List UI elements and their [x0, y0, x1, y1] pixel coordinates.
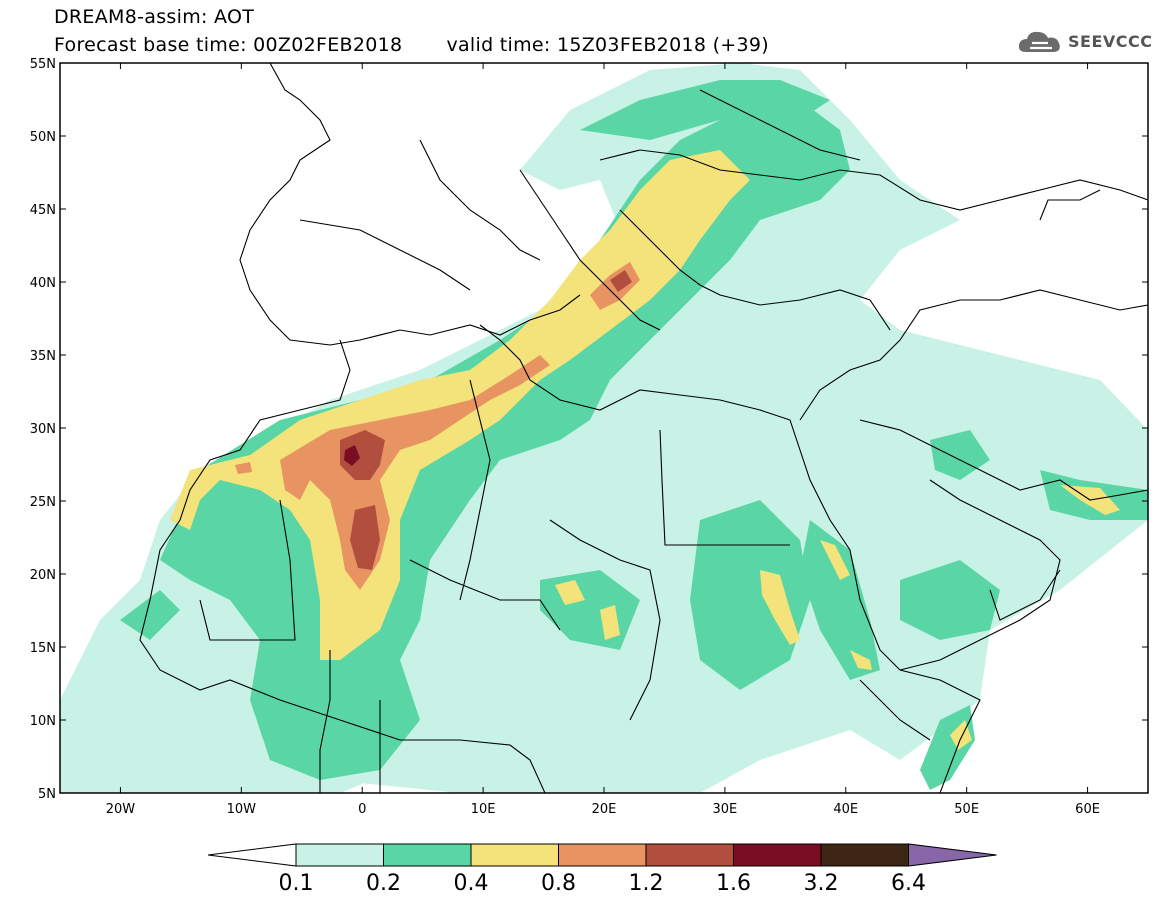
base-time: Forecast base time: 00Z02FEB2018	[54, 34, 403, 56]
colorbar-box	[295, 843, 384, 867]
latitude-axis: 55N 50N 45N 40N 35N 30N 25N 20N 15N 10N 5N	[30, 57, 1148, 802]
lat-tick-label: 25N	[30, 495, 56, 510]
time-info: Forecast base time: 00Z02FEB2018 valid ti…	[54, 34, 769, 56]
lon-tick-label: 10W	[227, 802, 257, 817]
lat-tick-label: 30N	[30, 422, 56, 437]
lon-tick-label: 50E	[954, 802, 979, 817]
lon-tick-label: 40E	[833, 802, 858, 817]
colorbar	[207, 843, 997, 867]
lat-tick-label: 5N	[38, 787, 56, 802]
lat-tick-label: 40N	[30, 276, 56, 291]
colorbar-label: 0.4	[453, 871, 489, 896]
colorbar-label: 1.2	[628, 871, 664, 896]
colorbar-label: 6.4	[891, 871, 926, 896]
colorbar-box	[558, 843, 647, 867]
logo-text: SEEVCCC	[1068, 31, 1153, 51]
seevccc-logo: SEEVCCC	[1016, 24, 1153, 58]
lat-tick-label: 35N	[30, 349, 56, 364]
colorbar-label: 0.8	[541, 871, 576, 896]
colorbar-box	[645, 843, 734, 867]
lat-tick-label: 15N	[30, 641, 56, 656]
lon-tick-label: 20W	[106, 802, 136, 817]
lat-tick-label: 55N	[30, 57, 56, 72]
lon-tick-label: 60E	[1075, 802, 1100, 817]
aot-level-0.1	[60, 63, 1148, 793]
colorbar-box	[733, 843, 822, 867]
colorbar-box	[820, 843, 909, 867]
colorbar-label: 3.2	[803, 871, 839, 896]
colorbar-label: 1.6	[716, 871, 751, 896]
longitude-axis: 20W 10W 0 10E 20E 30E 40E 50E 60E	[106, 63, 1100, 817]
lat-tick-label: 45N	[30, 203, 56, 218]
lon-tick-label: 20E	[592, 802, 617, 817]
colorbar-box	[383, 843, 472, 867]
aot-level-1.2	[340, 270, 632, 570]
lat-tick-label: 20N	[30, 568, 56, 583]
colorbar-label: 0.1	[278, 871, 314, 896]
cloud-icon	[1018, 31, 1060, 52]
aot-level-1.6	[344, 445, 360, 466]
coastlines	[139, 63, 1148, 793]
colorbar-high-arrow	[908, 843, 997, 867]
lat-tick-label: 50N	[30, 130, 56, 145]
colorbar-box	[470, 843, 559, 867]
aot-field	[60, 63, 1148, 793]
colorbar-low-arrow	[207, 843, 297, 867]
lat-tick-label: 10N	[30, 714, 56, 729]
map-title: DREAM8-assim: AOT	[54, 6, 255, 28]
colorbar-label: 0.2	[366, 871, 401, 896]
lon-tick-label: 30E	[713, 802, 738, 817]
lon-tick-label: 0	[358, 802, 366, 817]
valid-time: valid time: 15Z03FEB2018 (+39)	[446, 34, 770, 56]
lon-tick-label: 10E	[471, 802, 496, 817]
